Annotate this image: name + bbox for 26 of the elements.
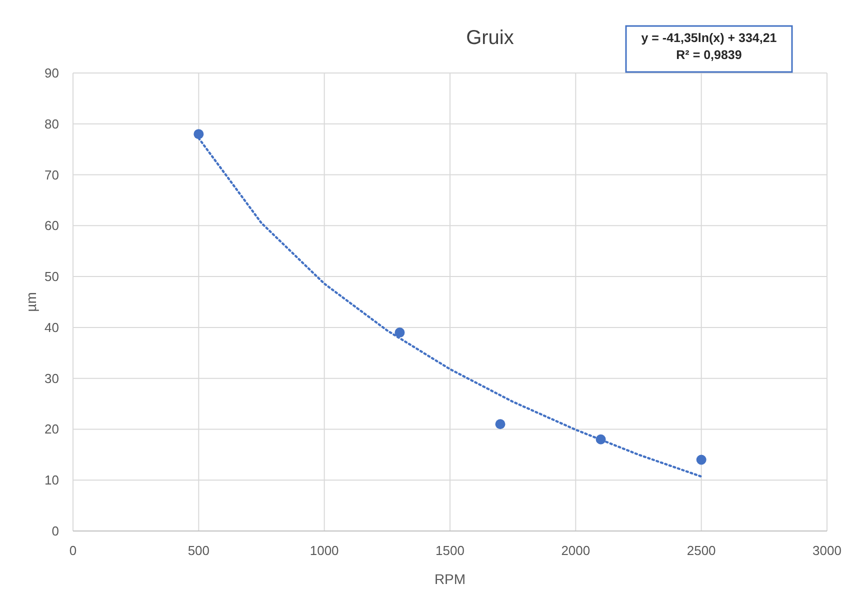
y-tick-label: 30: [44, 370, 59, 386]
y-tick-label: 50: [44, 269, 59, 284]
x-tick-label: 1500: [436, 543, 464, 558]
y-tick-label: 90: [44, 66, 59, 80]
point: [394, 328, 405, 338]
y-tick-label: 70: [44, 167, 59, 182]
x-tick-label: 1000: [310, 543, 339, 558]
text: y = -41,35ln(x) + 334,21: [641, 31, 777, 45]
point: [495, 419, 506, 430]
x-axis-title: RPM: [434, 571, 466, 587]
y-tick-label: 0: [52, 524, 59, 538]
x-tick-label: 500: [188, 543, 210, 558]
x-tick-label: 2500: [686, 543, 716, 558]
chart-title: Gruix: [466, 27, 514, 49]
y-axis-title: µm: [23, 292, 39, 312]
x-tick-label: 2000: [561, 543, 590, 558]
point: [194, 129, 204, 140]
text: R² = 0,9839: [676, 48, 742, 62]
y-tick-label: 10: [44, 472, 59, 488]
y-tick-label: 60: [44, 218, 59, 234]
y-tick-label: 20: [44, 422, 59, 437]
x-tick-label: 3000: [812, 543, 842, 558]
x-tick-label: 0: [69, 543, 77, 558]
y-tick-label: 40: [44, 320, 59, 335]
point: [696, 454, 706, 465]
y-tick-label: 80: [44, 116, 59, 132]
